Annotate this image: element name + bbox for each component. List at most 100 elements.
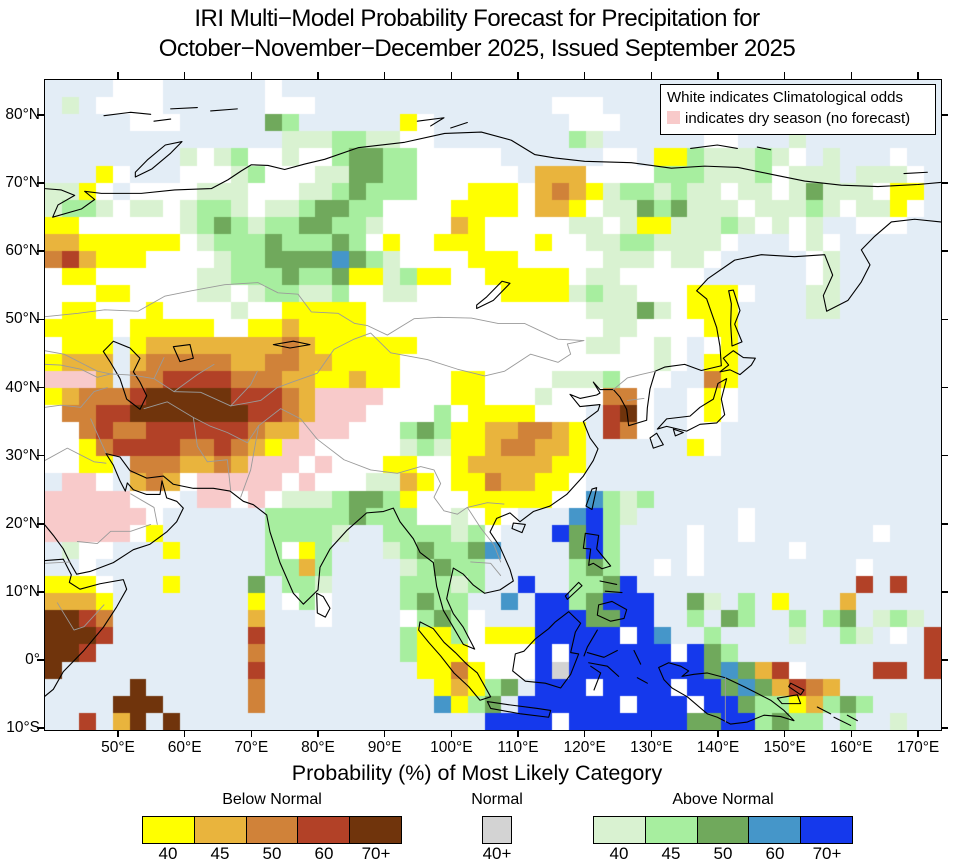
lon-axis-label: 90°E (367, 739, 402, 756)
lat-axis-label: 80°N (5, 106, 40, 124)
lat-tick-left (37, 114, 44, 116)
lat-axis-label: 40°N (5, 378, 40, 396)
lat-tick-right (941, 659, 948, 661)
colorbar-tick-label: 60 (314, 844, 334, 861)
colorbar-tick-label: 40+ (482, 844, 512, 861)
lon-tick-top (317, 72, 319, 79)
colorbar-section-below-normal: Below Normal 40 45 50 60 70+ (142, 791, 402, 861)
lon-tick-top (917, 72, 919, 79)
lon-tick-top (650, 72, 653, 79)
colorbar-tick-label: 50 (262, 844, 282, 861)
colorbar-swatch (697, 817, 750, 843)
colorbar-title: Probability (%) of Most Likely Category (291, 761, 663, 785)
page-title: IRI Multi−Model Probability Forecast for… (0, 4, 954, 64)
lat-tick-left (37, 250, 44, 253)
lat-tick-right (941, 318, 948, 321)
lat-axis-label: 20°N (5, 514, 40, 532)
lat-tick-right (941, 386, 948, 389)
lon-tick-top (383, 72, 386, 79)
lon-tick-bottom (183, 730, 186, 737)
lat-tick-right (941, 727, 948, 729)
lon-axis-label: 60°E (167, 739, 202, 756)
lon-axis-label: 100°E (430, 739, 473, 756)
forecast-map: White indicates Climatological odds indi… (5, 72, 948, 756)
legend-line1: White indicates Climatological odds (667, 89, 903, 106)
colorbar-swatch (246, 817, 299, 843)
colorbar-swatch (483, 817, 511, 843)
dry-season-swatch-icon (667, 111, 680, 124)
lat-tick-left (37, 318, 44, 321)
lon-tick-top (850, 72, 853, 79)
lon-tick-bottom (583, 730, 586, 737)
lon-tick-bottom (383, 730, 386, 737)
lon-axis-label: 140°E (696, 739, 740, 756)
lon-tick-top (250, 72, 253, 79)
lat-tick-right (941, 182, 948, 184)
colorbar-swatches (482, 816, 512, 844)
lat-tick-left (37, 182, 44, 184)
colorbar-tick-labels: 40 45 50 60 70+ (593, 844, 853, 861)
colorbar-tick-label: 40 (158, 844, 178, 861)
colorbar-swatch (350, 817, 401, 843)
lat-axis-label: 10°N (5, 582, 40, 600)
lat-tick-right (941, 250, 948, 253)
lat-axis-label: 50°N (5, 310, 40, 328)
lat-axis-label: 30°N (5, 446, 40, 464)
title-line2: October−November−December 2025, Issued S… (158, 35, 796, 62)
colorbar-swatches (593, 816, 853, 844)
lon-tick-bottom (783, 730, 786, 737)
colorbar-section-label: Above Normal (672, 791, 774, 808)
lat-tick-left (37, 727, 44, 729)
lon-tick-bottom (517, 730, 519, 737)
colorbar-swatch (143, 817, 195, 843)
lat-tick-left (37, 591, 44, 593)
lon-tick-bottom (717, 730, 719, 737)
lon-axis-label: 70°E (234, 739, 269, 756)
lon-tick-bottom (317, 730, 319, 737)
lon-tick-top (117, 72, 119, 79)
lon-tick-bottom (917, 730, 919, 737)
lon-axis-label: 120°E (563, 739, 606, 756)
lon-axis-label: 160°E (830, 739, 873, 756)
lon-tick-top (450, 72, 453, 79)
colorbar-section-normal: Normal 40+ (471, 791, 523, 861)
lat-tick-right (941, 591, 948, 593)
legend-line2-row: indicates dry season (no forecast) (667, 108, 935, 129)
lon-tick-top (583, 72, 586, 79)
lon-axis-label: 50°E (101, 739, 135, 756)
title-line1: IRI Multi−Model Probability Forecast for… (194, 5, 760, 32)
colorbar-tick-label: 40 (609, 844, 629, 861)
colorbar-swatch (801, 817, 852, 843)
colorbar-swatches (142, 816, 402, 844)
colorbar-swatch (194, 817, 247, 843)
colorbar-tick-label: 45 (210, 844, 230, 861)
lat-tick-left (37, 454, 44, 457)
legend-line2: indicates dry season (no forecast) (685, 110, 911, 127)
colorbar-swatch (298, 817, 351, 843)
colorbar-tick-label: 60 (765, 844, 785, 861)
colorbar-swatch (749, 817, 802, 843)
lon-axis-label: 170°E (896, 739, 940, 756)
probability-grid-canvas (45, 80, 941, 730)
lat-axis-label: 70°N (5, 174, 40, 192)
colorbar-section-above-normal: Above Normal 40 45 50 60 70+ (593, 791, 853, 861)
colorbar-section-label: Below Normal (222, 791, 322, 808)
colorbar-section-label: Normal (471, 791, 523, 808)
lat-tick-right (941, 454, 948, 457)
lat-tick-right (941, 522, 948, 525)
colorbar-tick-label: 45 (661, 844, 681, 861)
lon-tick-top (517, 72, 519, 79)
colorbar-swatch (594, 817, 646, 843)
lat-tick-right (941, 114, 948, 116)
lon-tick-bottom (650, 730, 653, 737)
lat-axis-label: 10°S (6, 719, 40, 737)
lon-tick-bottom (850, 730, 853, 737)
colorbar-tick-label: 50 (713, 844, 733, 861)
lon-tick-top (783, 72, 786, 79)
lon-tick-bottom (450, 730, 453, 737)
lat-axis-label: 60°N (5, 242, 40, 260)
colorbar-tick-labels: 40+ (482, 844, 512, 861)
map-legend-box: White indicates Climatological odds indi… (660, 84, 936, 135)
lon-tick-bottom (250, 730, 253, 737)
